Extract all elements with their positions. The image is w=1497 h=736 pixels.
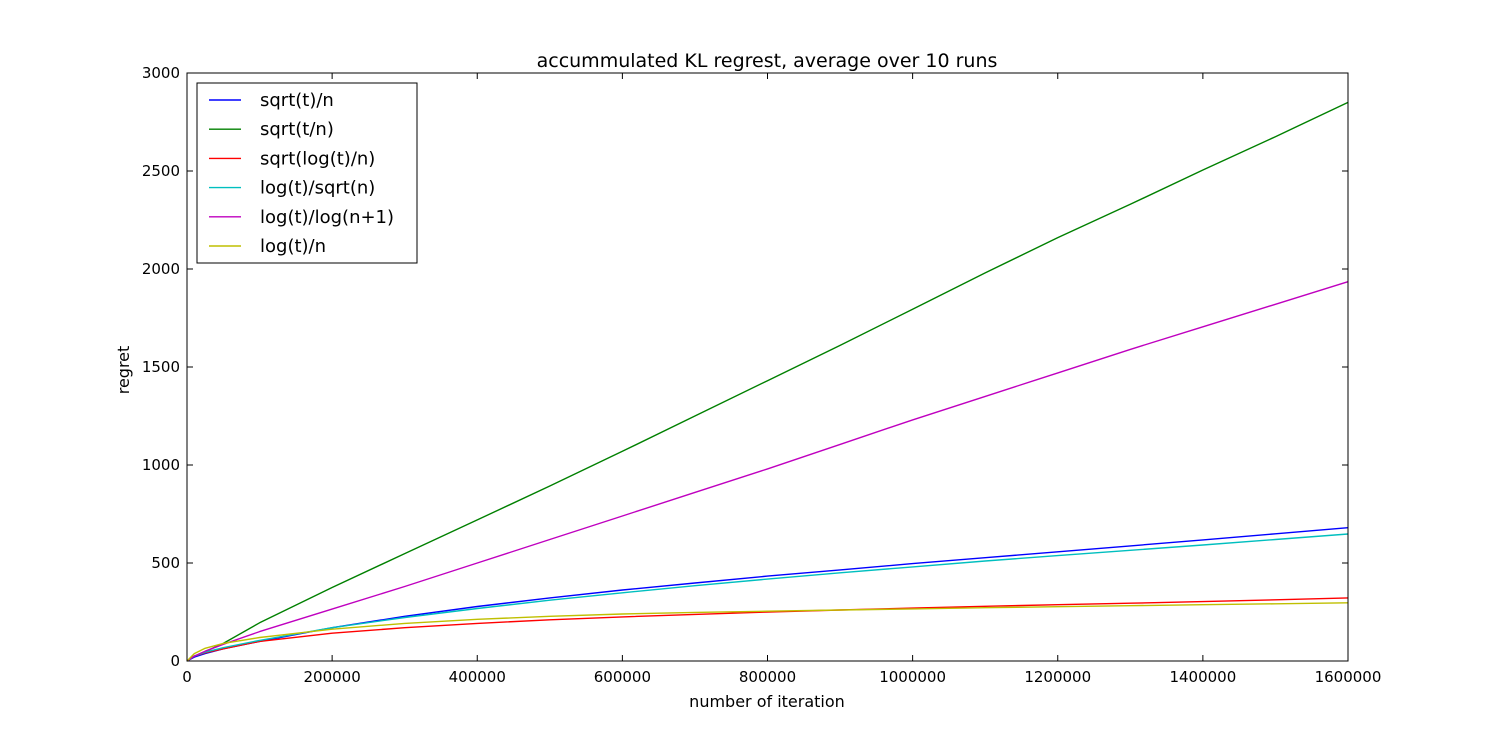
x-tick-label: 200000: [303, 668, 360, 686]
legend: sqrt(t)/n sqrt(t/n) sqrt(log(t)/n) log(t)/s…: [196, 82, 418, 264]
y-tick-label: 2000: [142, 260, 180, 278]
legend-label-2: sqrt(log(t)/n): [260, 148, 375, 169]
x-axis-title: number of iteration: [689, 692, 845, 711]
series-line-1: [186, 101, 1349, 662]
chart-title: accummulated KL regrest, average over 10…: [537, 50, 998, 72]
y-tick-label: 1000: [142, 456, 180, 474]
series-line-3: [186, 533, 1349, 662]
legend-frame: [196, 82, 418, 264]
y-tick-label: 1500: [142, 358, 180, 376]
series-layer: [186, 101, 1349, 662]
legend-label-3: log(t)/sqrt(n): [260, 178, 375, 199]
x-tick-label: 400000: [449, 668, 506, 686]
series-line-2: [186, 597, 1349, 662]
x-tick-label: 0: [182, 668, 192, 686]
x-tick-label: 1400000: [1169, 668, 1236, 686]
series-line-5: [186, 602, 1349, 662]
y-tick-label: 3000: [142, 64, 180, 82]
y-tick-label: 500: [151, 554, 180, 572]
x-tick-label: 1000000: [879, 668, 946, 686]
x-tick-label: 1200000: [1024, 668, 1091, 686]
axis-layer: 0 200000 400000 600000 800000 1000000 1200000 1…: [142, 64, 1382, 686]
legend-label-1: sqrt(t/n): [260, 119, 334, 140]
x-tick-label: 1600000: [1315, 668, 1382, 686]
y-tick-label: 0: [170, 652, 180, 670]
legend-label-0: sqrt(t)/n: [260, 90, 334, 111]
legend-label-4: log(t)/log(n+1): [260, 207, 394, 228]
x-tick-label: 800000: [739, 668, 796, 686]
legend-label-5: log(t)/n: [260, 236, 326, 257]
y-tick-label: 2500: [142, 162, 180, 180]
y-axis-title: regret: [114, 346, 133, 395]
x-tick-label: 600000: [594, 668, 651, 686]
